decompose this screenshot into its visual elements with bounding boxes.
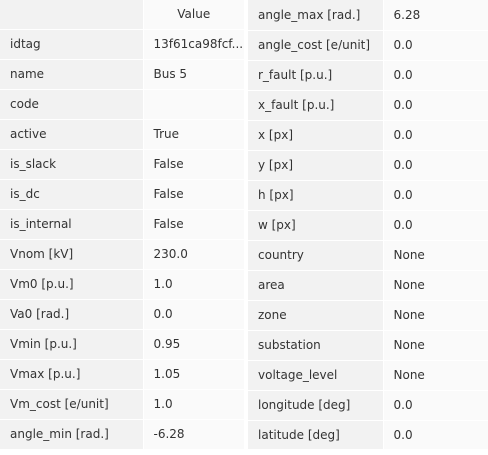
table-row[interactable]: Vmax [p.u.] 1.05 — [0, 359, 244, 390]
row-key: zone — [248, 300, 384, 331]
row-key: x_fault [p.u.] — [248, 90, 384, 121]
table-header-row: Value — [0, 0, 244, 30]
row-key: name — [0, 59, 144, 90]
table-row[interactable]: Vmin [p.u.] 0.95 — [0, 329, 244, 360]
row-value[interactable]: 1.0 — [143, 389, 244, 420]
row-value[interactable]: None — [383, 300, 488, 331]
panel-divider[interactable] — [244, 0, 248, 455]
row-value[interactable]: False — [143, 209, 244, 240]
row-key: Vmin [p.u.] — [0, 329, 144, 360]
left-property-table: Value idtag 13f61ca98fcf... name Bus 5 cod… — [0, 0, 244, 450]
row-value[interactable]: 0.0 — [383, 180, 488, 211]
row-key: is_dc — [0, 179, 144, 210]
row-value[interactable] — [143, 89, 244, 120]
table-row[interactable]: area None — [248, 270, 488, 301]
row-key: voltage_level — [248, 360, 384, 391]
row-key: latitude [deg] — [248, 420, 384, 451]
header-corner — [0, 0, 144, 30]
row-key: y [px] — [248, 150, 384, 181]
row-key: code — [0, 89, 144, 120]
row-value[interactable]: None — [383, 240, 488, 271]
table-row[interactable]: Vnom [kV] 230.0 — [0, 239, 244, 270]
row-value[interactable]: 1.0 — [143, 269, 244, 300]
row-key: longitude [deg] — [248, 390, 384, 421]
row-value[interactable]: -6.28 — [143, 419, 244, 450]
table-row[interactable]: angle_min [rad.] -6.28 — [0, 419, 244, 450]
row-key: Vmax [p.u.] — [0, 359, 144, 390]
row-value[interactable]: 0.0 — [143, 299, 244, 330]
table-row[interactable]: substation None — [248, 330, 488, 361]
row-value[interactable]: 0.0 — [383, 150, 488, 181]
row-value[interactable]: 0.0 — [383, 390, 488, 421]
row-key: country — [248, 240, 384, 271]
table-row[interactable]: zone None — [248, 300, 488, 331]
row-key: r_fault [p.u.] — [248, 60, 384, 91]
row-key: Vm_cost [e/unit] — [0, 389, 144, 420]
table-row[interactable]: r_fault [p.u.] 0.0 — [248, 60, 488, 91]
row-key: w [px] — [248, 210, 384, 241]
row-value[interactable]: None — [383, 360, 488, 391]
table-row[interactable]: Vm_cost [e/unit] 1.0 — [0, 389, 244, 420]
row-value[interactable]: 1.05 — [143, 359, 244, 390]
header-value[interactable]: Value — [143, 0, 244, 30]
row-key: Va0 [rad.] — [0, 299, 144, 330]
row-value[interactable]: Bus 5 — [143, 59, 244, 90]
left-table: Value idtag 13f61ca98fcf... name Bus 5 cod… — [0, 0, 244, 450]
table-row[interactable]: voltage_level None — [248, 360, 488, 391]
row-value[interactable]: 0.0 — [383, 30, 488, 61]
table-row[interactable]: w [px] 0.0 — [248, 210, 488, 241]
row-key: is_internal — [0, 209, 144, 240]
table-row[interactable]: country None — [248, 240, 488, 271]
table-row[interactable]: y [px] 0.0 — [248, 150, 488, 181]
row-key: Vnom [kV] — [0, 239, 144, 270]
table-row[interactable]: idtag 13f61ca98fcf... — [0, 29, 244, 60]
row-key: idtag — [0, 29, 144, 60]
bottom-edge — [0, 449, 488, 455]
table-row[interactable]: angle_max [rad.] 6.28 — [248, 0, 488, 31]
table-row[interactable]: is_internal False — [0, 209, 244, 240]
row-value[interactable]: True — [143, 119, 244, 150]
row-key: x [px] — [248, 120, 384, 151]
row-value[interactable]: None — [383, 330, 488, 361]
right-property-table: angle_max [rad.] 6.28 angle_cost [e/unit]… — [248, 0, 488, 455]
table-row[interactable]: longitude [deg] 0.0 — [248, 390, 488, 421]
row-value[interactable]: 0.0 — [383, 120, 488, 151]
table-row[interactable]: Va0 [rad.] 0.0 — [0, 299, 244, 330]
table-row[interactable]: x [px] 0.0 — [248, 120, 488, 151]
row-value[interactable]: None — [383, 270, 488, 301]
table-row[interactable]: latitude [deg] 0.0 — [248, 420, 488, 451]
table-row[interactable]: is_slack False — [0, 149, 244, 180]
row-value[interactable]: 0.0 — [383, 90, 488, 121]
table-row[interactable]: h [px] 0.0 — [248, 180, 488, 211]
right-table: angle_max [rad.] 6.28 angle_cost [e/unit]… — [248, 0, 488, 451]
row-key: Vm0 [p.u.] — [0, 269, 144, 300]
row-value[interactable]: False — [143, 149, 244, 180]
row-value[interactable]: 0.0 — [383, 210, 488, 241]
row-key: substation — [248, 330, 384, 361]
table-row[interactable]: angle_cost [e/unit] 0.0 — [248, 30, 488, 61]
table-row[interactable]: name Bus 5 — [0, 59, 244, 90]
table-row[interactable]: x_fault [p.u.] 0.0 — [248, 90, 488, 121]
row-key: active — [0, 119, 144, 150]
row-key: area — [248, 270, 384, 301]
table-row[interactable]: Vm0 [p.u.] 1.0 — [0, 269, 244, 300]
row-value[interactable]: 0.0 — [383, 60, 488, 91]
row-value[interactable]: False — [143, 179, 244, 210]
row-key: angle_cost [e/unit] — [248, 30, 384, 61]
row-value[interactable]: 0.0 — [383, 420, 488, 451]
row-value[interactable]: 0.95 — [143, 329, 244, 360]
row-value[interactable]: 230.0 — [143, 239, 244, 270]
row-value[interactable]: 6.28 — [383, 0, 488, 31]
row-key: angle_min [rad.] — [0, 419, 144, 450]
table-row[interactable]: code — [0, 89, 244, 120]
table-row[interactable]: active True — [0, 119, 244, 150]
table-row[interactable]: is_dc False — [0, 179, 244, 210]
row-key: angle_max [rad.] — [248, 0, 384, 31]
row-key: h [px] — [248, 180, 384, 211]
row-key: is_slack — [0, 149, 144, 180]
row-value[interactable]: 13f61ca98fcf... — [143, 29, 244, 60]
